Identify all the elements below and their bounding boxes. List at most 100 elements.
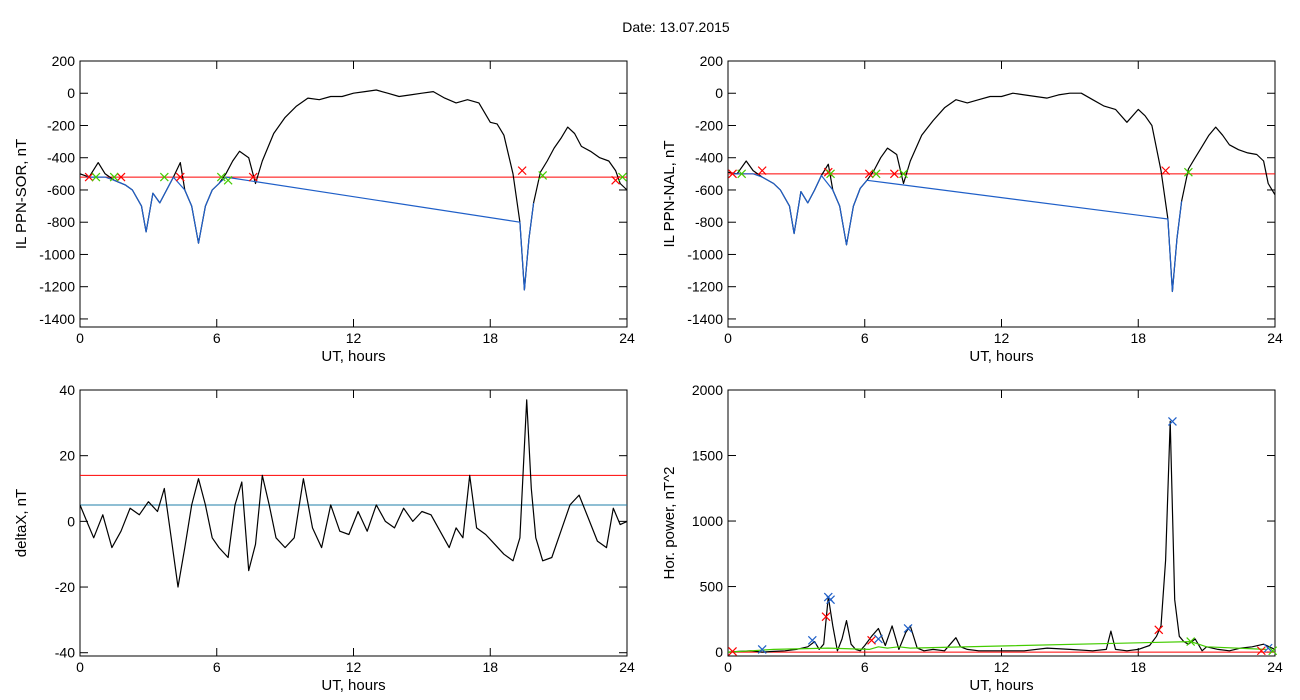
y-tick-label: 200 <box>52 53 76 69</box>
panel-il-ppn-sor: 0 6 12 18 24 200 0 -200 -400 -600 -800 -1000 -1200 -1… <box>13 53 635 365</box>
data-marker <box>821 612 831 622</box>
marker-stroke <box>757 166 767 176</box>
data-marker <box>1161 166 1171 176</box>
x-tick-label: 24 <box>619 659 635 675</box>
data-marker <box>1186 637 1196 647</box>
data-marker <box>175 172 185 182</box>
y-tick-label: 500 <box>700 579 724 595</box>
marker-stroke <box>1168 417 1177 426</box>
data-marker <box>517 166 527 176</box>
panel-deltax: 0 6 12 18 24 40 20 0 -20 -40 UT, hours deltaX, nT <box>13 382 635 694</box>
y-tick-label: -1000 <box>39 246 75 262</box>
marker-stroke <box>84 172 94 182</box>
data-marker <box>91 172 101 182</box>
marker-stroke <box>889 169 899 179</box>
x-tick-label: 0 <box>724 659 732 675</box>
marker-stroke <box>618 172 627 182</box>
y-tick-label: -600 <box>47 182 75 198</box>
y-tick-label: 0 <box>67 513 75 529</box>
data-marker <box>618 172 627 182</box>
plot-frame <box>727 389 1276 657</box>
marker-stroke <box>248 172 258 182</box>
data-marker <box>1256 646 1266 656</box>
marker-stroke <box>874 634 883 644</box>
y-tick-label: -400 <box>47 150 75 166</box>
x-tick-label: 0 <box>724 330 732 346</box>
x-tick-label: 24 <box>1267 659 1283 675</box>
x-tick-label: 18 <box>482 659 498 675</box>
y-tick-label: -1400 <box>39 311 75 327</box>
marker-stroke <box>728 169 737 179</box>
data-marker <box>611 175 621 185</box>
y-axis-label: deltaX, nT <box>13 489 30 557</box>
marker-stroke <box>91 172 101 182</box>
marker-stroke <box>871 169 881 179</box>
marker-stroke <box>517 166 527 176</box>
y-tick-label: -1200 <box>39 279 75 295</box>
marker-stroke <box>1183 167 1193 177</box>
data-marker <box>1183 167 1193 177</box>
marker-stroke <box>903 624 913 633</box>
data-marker <box>807 635 817 645</box>
y-tick-label: -600 <box>695 182 723 198</box>
y-tick-label: 200 <box>700 53 724 69</box>
x-tick-label: 0 <box>76 659 84 675</box>
y-axis-label: IL PPN-SOR, nT <box>13 139 30 249</box>
marker-stroke <box>223 175 233 185</box>
data-marker <box>223 175 233 185</box>
data-marker <box>1168 417 1177 426</box>
x-axis-label: UT, hours <box>969 677 1033 694</box>
marker-stroke <box>737 169 747 179</box>
x-tick-label: 24 <box>1267 330 1283 346</box>
data-marker <box>538 171 548 180</box>
data-marker <box>871 169 881 179</box>
x-tick-label: 18 <box>1130 659 1146 675</box>
series-line <box>727 420 1276 653</box>
marker-stroke <box>899 169 908 179</box>
plot-frame <box>727 60 1276 328</box>
marker-stroke <box>757 645 767 654</box>
data-marker <box>757 645 767 654</box>
y-tick-label: 2000 <box>692 382 723 398</box>
data-marker <box>248 172 258 182</box>
data-marker <box>874 634 883 644</box>
series-line <box>727 640 1266 653</box>
data-marker <box>757 166 767 176</box>
series-line <box>79 89 628 291</box>
y-tick-label: 1500 <box>692 448 723 464</box>
y-tick-label: -40 <box>55 645 75 661</box>
panel-il-ppn-nal: 0 6 12 18 24 200 0 -200 -400 -600 -800 -1000 -1200 -1… <box>661 53 1283 365</box>
y-tick-label: 0 <box>715 644 723 660</box>
x-tick-label: 12 <box>994 330 1010 346</box>
y-tick-label: -1200 <box>687 279 723 295</box>
page-title: Date: 13.07.2015 <box>622 19 730 35</box>
data-marker <box>1154 625 1164 635</box>
panel-hor-power: 0 6 12 18 24 2000 1500 1000 500 0 UT, hours Hor. po… <box>661 382 1283 694</box>
marker-stroke <box>728 646 737 656</box>
y-tick-label: -200 <box>695 117 723 133</box>
series-line <box>732 173 1183 293</box>
y-tick-label: 20 <box>59 448 75 464</box>
marker-stroke <box>611 175 621 185</box>
data-marker <box>728 169 737 179</box>
data-marker <box>737 169 747 179</box>
y-tick-label: -1400 <box>687 311 723 327</box>
data-marker <box>1263 643 1273 653</box>
data-marker <box>826 169 835 179</box>
marker-stroke <box>159 172 169 182</box>
data-marker <box>116 172 126 182</box>
data-marker <box>867 635 877 645</box>
data-marker <box>899 169 908 179</box>
series-line <box>79 399 628 588</box>
marker-stroke <box>116 172 126 182</box>
marker-stroke <box>216 172 226 182</box>
marker-stroke <box>1263 643 1273 653</box>
marker-stroke <box>538 171 548 180</box>
x-tick-label: 6 <box>861 330 869 346</box>
marker-stroke <box>1268 646 1278 656</box>
x-axis-label: UT, hours <box>321 348 385 365</box>
marker-stroke <box>1186 637 1196 647</box>
marker-stroke <box>175 172 185 182</box>
x-tick-label: 0 <box>76 330 84 346</box>
